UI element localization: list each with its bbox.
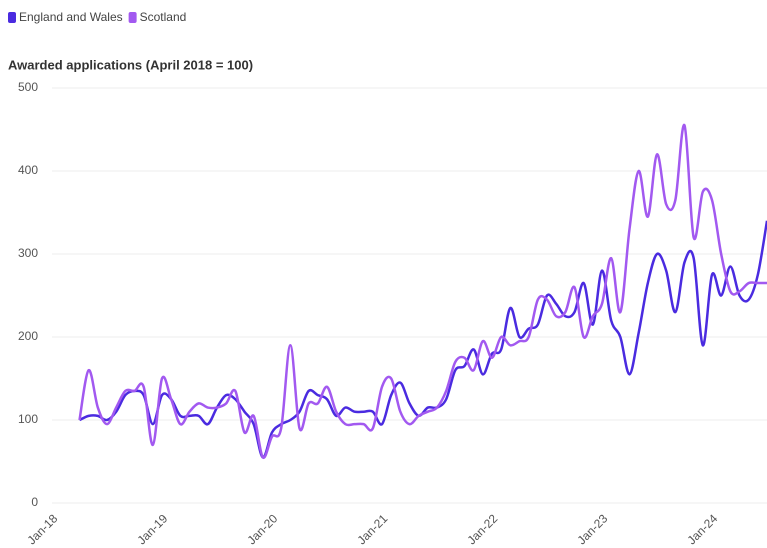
x-tick-label: Jan-18 bbox=[25, 511, 61, 547]
y-tick-label: 0 bbox=[31, 495, 38, 509]
x-tick-label: Jan-22 bbox=[465, 511, 501, 547]
y-tick-label: 200 bbox=[18, 329, 38, 343]
legend-swatch bbox=[128, 12, 137, 23]
y-tick-label: 500 bbox=[18, 80, 38, 94]
x-tick-label: Jan-23 bbox=[575, 511, 611, 547]
x-tick-label: Jan-24 bbox=[685, 511, 721, 547]
y-tick-label: 300 bbox=[18, 246, 38, 260]
legend-label: England and Wales bbox=[19, 10, 123, 24]
x-tick-label: Jan-19 bbox=[135, 511, 171, 547]
x-tick-label: Jan-21 bbox=[355, 511, 391, 547]
series-line bbox=[78, 124, 767, 459]
y-tick-label: 400 bbox=[18, 163, 38, 177]
legend-swatch bbox=[8, 12, 16, 23]
x-tick-label: Jan-20 bbox=[245, 511, 281, 547]
chart-title: Awarded applications (April 2018 = 100) bbox=[8, 57, 253, 72]
y-tick-label: 100 bbox=[18, 412, 38, 426]
series-line bbox=[78, 220, 767, 459]
legend-label: Scotland bbox=[140, 10, 187, 24]
